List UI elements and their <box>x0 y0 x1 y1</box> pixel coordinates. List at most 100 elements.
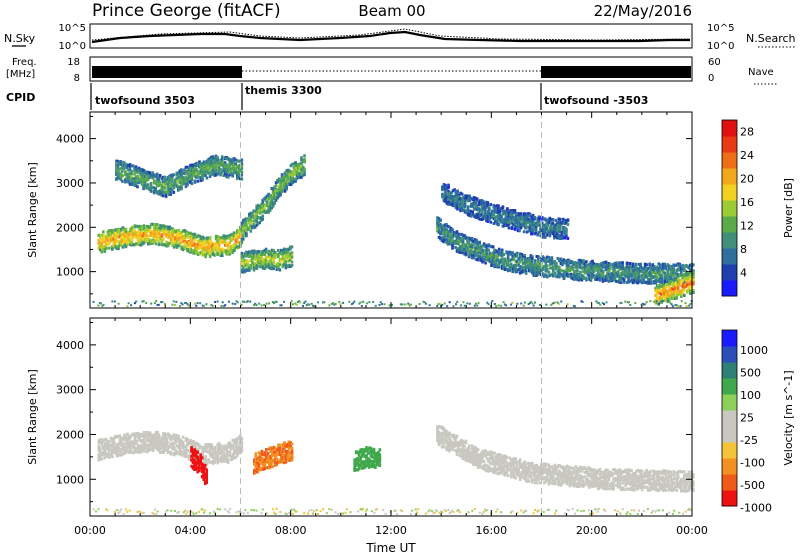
power-cell <box>140 167 144 171</box>
power-cell <box>129 238 132 242</box>
power-cell <box>255 266 259 270</box>
power-scatter-cell <box>113 300 116 303</box>
power-cell <box>681 264 685 268</box>
power-cell <box>157 240 161 244</box>
power-scatter-cell <box>299 301 302 304</box>
power-cell <box>675 293 678 297</box>
power-cell <box>265 204 269 208</box>
power-cell <box>595 277 599 281</box>
power-cell <box>237 235 241 239</box>
power-cell <box>519 218 523 222</box>
power-cell <box>105 247 108 250</box>
power-cell <box>201 253 204 257</box>
power-cell <box>537 263 540 267</box>
power-cell <box>196 173 200 177</box>
power-cell <box>118 240 122 244</box>
power-cell <box>122 167 126 170</box>
power-cell <box>461 251 465 255</box>
power-cell <box>619 272 623 276</box>
power-cell <box>500 214 503 218</box>
power-cell <box>482 207 485 211</box>
power-cell <box>658 273 662 277</box>
power-cell <box>183 234 186 238</box>
power-cell <box>291 181 294 185</box>
power-cell <box>272 260 275 264</box>
power-cell <box>124 239 128 243</box>
power-cell <box>507 211 511 215</box>
power-cell <box>181 235 185 239</box>
power-cell <box>258 216 261 220</box>
power-cell <box>540 227 544 231</box>
power-scatter-cell <box>333 303 336 306</box>
power-cell <box>180 240 183 244</box>
power-cell <box>536 233 539 237</box>
power-cell <box>123 232 126 236</box>
power-cell <box>127 175 130 179</box>
power-cell <box>481 259 484 263</box>
power-cell <box>488 251 492 255</box>
power-cell <box>136 232 140 236</box>
power-cell <box>497 251 501 255</box>
power-cell <box>133 232 137 236</box>
power-cell <box>277 262 280 266</box>
power-cell <box>503 219 506 223</box>
power-cell <box>501 206 505 210</box>
power-cell <box>539 216 542 220</box>
power-cell <box>530 228 533 232</box>
power-cell <box>457 232 460 236</box>
power-cell <box>273 200 276 204</box>
power-cell <box>228 164 231 168</box>
power-cell <box>118 160 121 164</box>
power-cell <box>145 236 149 240</box>
cpid-block-1: twofsound 3503 <box>95 94 195 107</box>
power-cell <box>562 258 566 262</box>
power-cell <box>142 233 146 237</box>
power-cell <box>114 231 117 235</box>
power-cell <box>472 202 476 206</box>
power-cell <box>480 206 484 210</box>
power-cell <box>225 174 228 177</box>
power-cell <box>466 239 469 243</box>
power-cell <box>283 175 287 179</box>
power-cell <box>460 199 464 203</box>
power-cell <box>667 289 671 292</box>
power-cell <box>595 263 599 266</box>
power-cell <box>586 271 590 275</box>
power-cell <box>134 167 138 171</box>
power-cell <box>225 234 228 238</box>
power-cell <box>453 202 456 206</box>
power-cell <box>680 273 683 277</box>
power-cell <box>454 245 457 249</box>
power-cell <box>621 276 624 280</box>
power-cell <box>151 175 154 179</box>
power-cell <box>463 248 466 252</box>
power-cell <box>220 163 224 167</box>
power-cell <box>577 274 581 278</box>
power-cell <box>284 260 288 264</box>
power-scatter-cell <box>249 300 252 303</box>
power-cell <box>440 225 444 229</box>
power-cell <box>136 235 140 239</box>
power-cell <box>543 265 546 269</box>
power-cell <box>112 237 116 241</box>
power-scatter-cell <box>359 301 362 304</box>
power-scatter-cell <box>126 305 129 308</box>
power-cell <box>190 235 194 239</box>
power-cell <box>120 240 123 244</box>
power-cell <box>445 223 448 227</box>
power-cell <box>437 230 441 234</box>
power-cell <box>264 198 267 202</box>
power-cell <box>490 261 493 265</box>
power-scatter-cell <box>339 303 342 306</box>
power-cell <box>460 250 463 254</box>
power-cell <box>652 275 656 279</box>
power-cell <box>252 266 256 270</box>
power-cell <box>289 175 293 179</box>
power-cell <box>565 270 569 274</box>
power-cell <box>683 269 686 272</box>
power-cell <box>534 227 538 231</box>
power-cell <box>239 177 242 181</box>
power-cell <box>528 266 531 270</box>
power-cell <box>469 252 472 256</box>
power-cell <box>226 165 230 168</box>
